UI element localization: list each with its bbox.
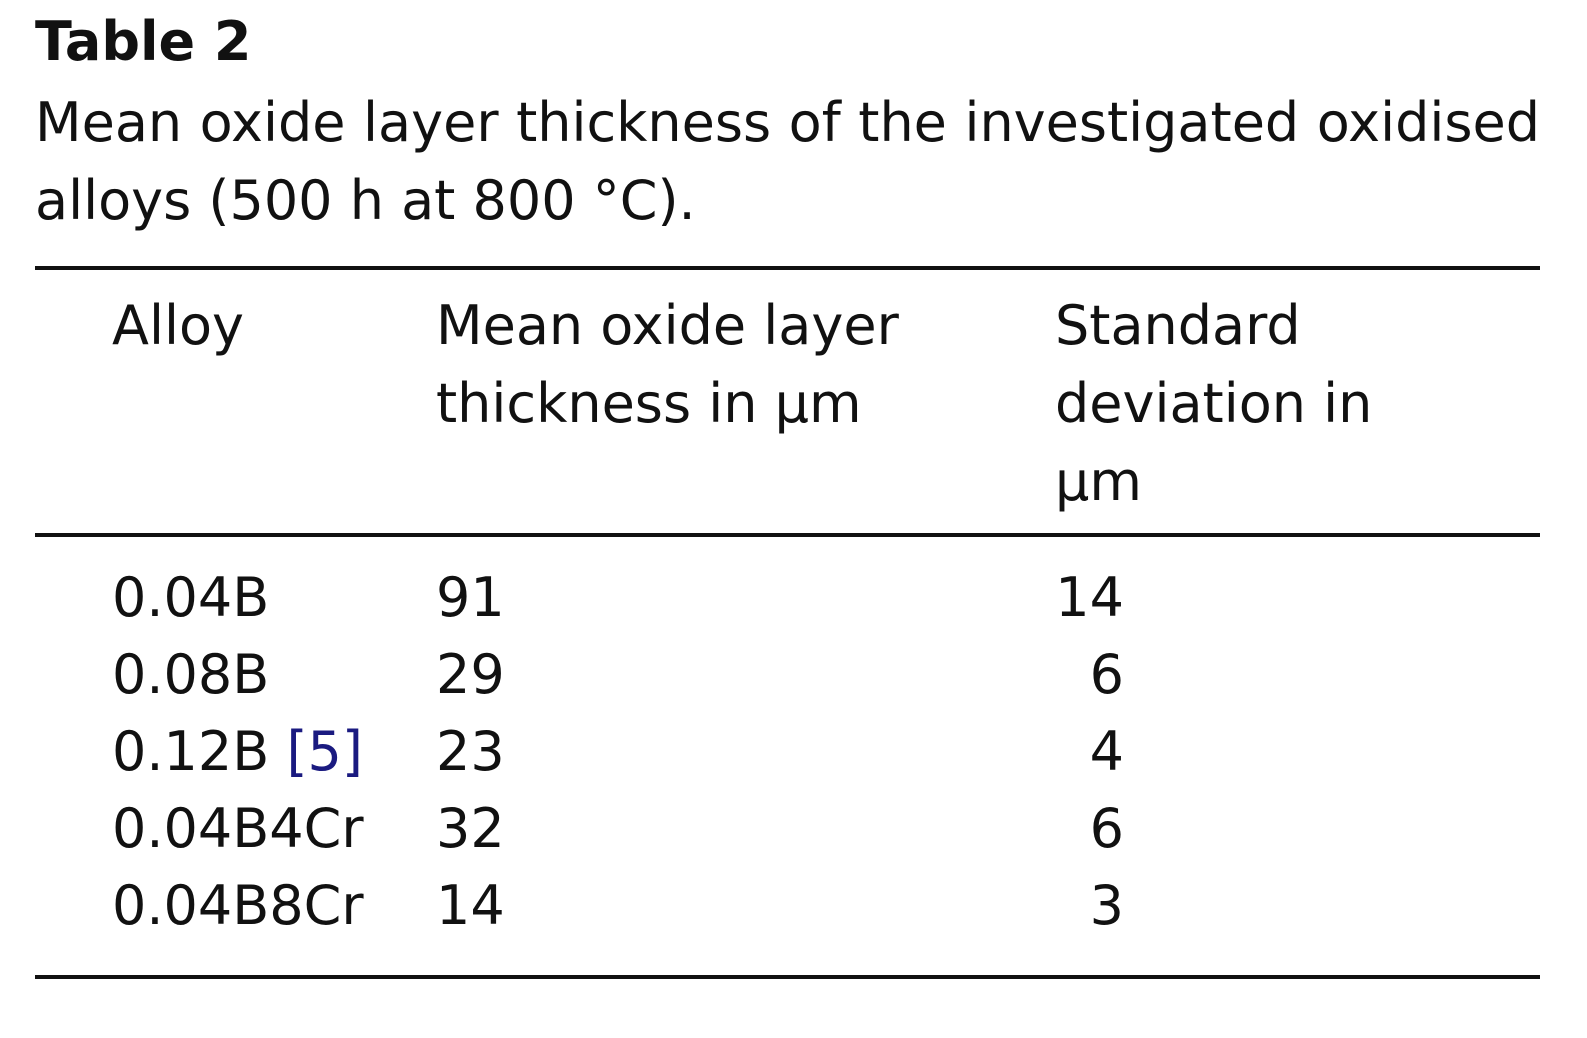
- header-standard-deviation: Standard deviation in μm: [1055, 287, 1455, 521]
- standard-deviation-cell: 4: [1089, 720, 1124, 783]
- mean-thickness-cell: 14: [436, 874, 505, 937]
- alloy-cell: 0.12B [5]: [112, 713, 363, 791]
- top-rule: [35, 266, 1540, 270]
- standard-deviation-cell: 6: [1089, 643, 1124, 706]
- standard-deviation-cell: 3: [1089, 874, 1124, 937]
- alloy-name: 0.12B: [112, 720, 270, 783]
- alloy-cell: 0.08B: [112, 636, 269, 714]
- alloy-name: 0.04B: [112, 566, 270, 629]
- header-mean-thickness: Mean oxide layer thickness in μm: [436, 287, 956, 443]
- reference-link[interactable]: [5]: [286, 720, 363, 783]
- table-row: 0.12B [5] 23 4: [0, 713, 1587, 791]
- header-sd-line-1: Standard: [1055, 294, 1301, 357]
- alloy-name: 0.04B4Cr: [112, 797, 364, 860]
- mean-thickness-cell: 91: [436, 566, 505, 629]
- table-caption: Mean oxide layer thickness of the invest…: [35, 91, 1540, 232]
- mean-thickness-cell: 29: [436, 643, 505, 706]
- header-mean-line-2: thickness in μm: [436, 372, 862, 435]
- header-mean-line-1: Mean oxide layer: [436, 294, 899, 357]
- header-alloy-text: Alloy: [112, 294, 244, 357]
- mean-thickness-cell: 32: [436, 797, 505, 860]
- header-sd-line-3: μm: [1055, 450, 1142, 513]
- table-label: Table 2: [35, 10, 252, 73]
- header-alloy: Alloy: [112, 287, 244, 365]
- table-row: 0.04B4Cr 32 6: [0, 790, 1587, 868]
- table-row: 0.04B8Cr 14 3: [0, 867, 1587, 945]
- alloy-name: 0.04B8Cr: [112, 874, 364, 937]
- header-sd-line-2: deviation in: [1055, 372, 1373, 435]
- standard-deviation-cell: 14: [1055, 566, 1124, 629]
- alloy-cell: 0.04B: [112, 559, 269, 637]
- alloy-cell: 0.04B4Cr: [112, 790, 364, 868]
- alloy-cell: 0.04B8Cr: [112, 867, 364, 945]
- table-row: 0.08B 29 6: [0, 636, 1587, 714]
- bottom-rule: [35, 975, 1540, 979]
- mean-thickness-cell: 23: [436, 720, 505, 783]
- standard-deviation-cell: 6: [1089, 797, 1124, 860]
- alloy-name: 0.08B: [112, 643, 270, 706]
- table-row: 0.04B 91 14: [0, 559, 1587, 637]
- header-rule: [35, 533, 1540, 537]
